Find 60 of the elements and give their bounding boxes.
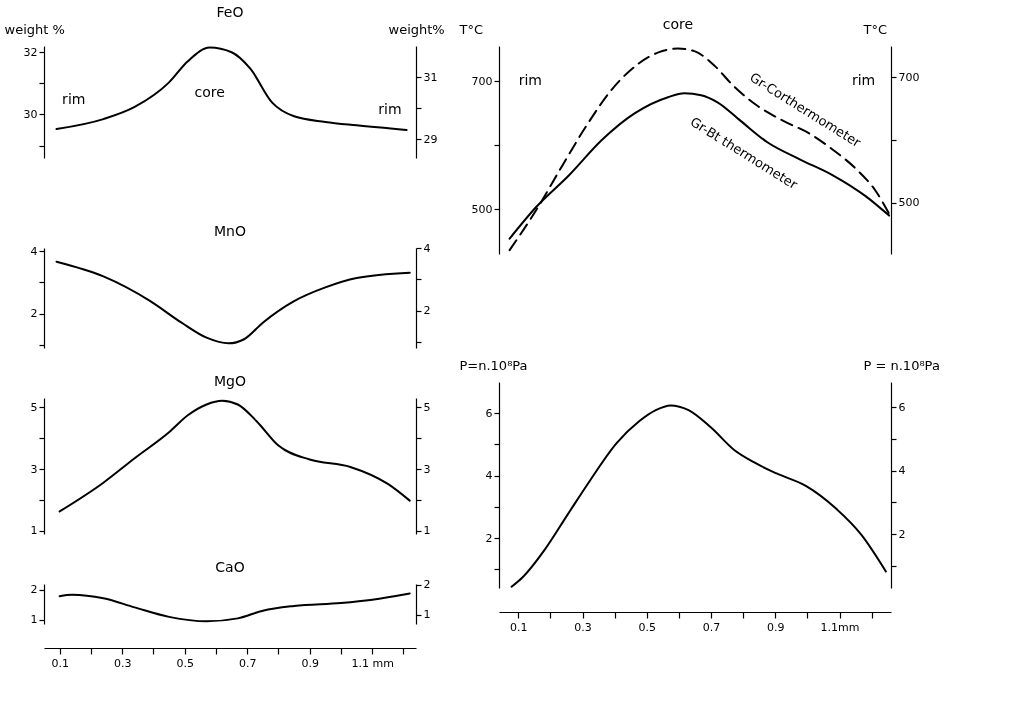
y2-axis-title: weight% — [388, 21, 445, 37]
x-tick-label: 0.1 — [51, 656, 69, 670]
y2-tick-label: 500 — [898, 196, 920, 210]
y2-tick-label: 1 — [423, 608, 431, 622]
y-tick-label: 30 — [23, 107, 38, 121]
y2-axis-title: P = n.10⁸Pa — [863, 357, 940, 373]
chart-title: CaO — [215, 559, 245, 575]
y-axis-title: T°C — [458, 21, 484, 37]
y2-tick-label: 29 — [423, 132, 438, 146]
chart-title: MgO — [214, 373, 246, 389]
y2-tick-label: 5 — [423, 400, 431, 414]
y-tick-label: 3 — [30, 462, 38, 476]
x-tick-label: 0.3 — [113, 656, 132, 670]
annotation: rim — [62, 90, 86, 107]
y-tick-label: 700 — [471, 74, 493, 88]
line-series — [55, 46, 408, 131]
y2-tick-label: 1 — [423, 524, 431, 538]
y2-tick-label: 4 — [898, 464, 906, 478]
x-tick-label: 0.7 — [238, 656, 257, 670]
y-tick-label: 2 — [30, 307, 38, 321]
x-tick-label: 0.1 — [510, 620, 528, 634]
y-tick-label: 4 — [30, 244, 38, 258]
y-tick-label: 6 — [485, 406, 493, 420]
x-tick-label: 0.9 — [301, 656, 319, 670]
annotation: core — [194, 84, 225, 101]
y2-tick-label: 4 — [423, 241, 431, 255]
y2-axis-title: T°C — [862, 21, 888, 37]
y-tick-label: 1 — [30, 613, 38, 627]
y2-tick-label: 2 — [423, 578, 431, 592]
y-tick-label: 500 — [471, 202, 493, 216]
y2-tick-label: 6 — [898, 400, 906, 414]
y2-tick-label: 3 — [423, 462, 431, 476]
y2-tick-label: 31 — [423, 70, 438, 84]
x-tick-label: 0.5 — [176, 656, 194, 670]
chart-title: MnO — [214, 223, 246, 239]
y-tick-label: 2 — [485, 531, 493, 545]
y-tick-label: 2 — [30, 583, 38, 597]
line-series — [55, 260, 411, 345]
y2-tick-label: 2 — [898, 527, 906, 541]
y2-tick-label: 2 — [423, 304, 431, 317]
annotation: rim — [518, 72, 543, 89]
y-axis-title: weight % — [4, 21, 65, 37]
y-tick-label: 4 — [485, 469, 493, 483]
text: core — [662, 16, 694, 33]
x-tick-label: 0.5 — [638, 620, 657, 634]
x-tick-label: 0.3 — [574, 620, 592, 634]
chart-title: FeO — [216, 4, 244, 20]
x-tick-label: 0.9 — [767, 620, 785, 634]
y-axis-title: P=n.10⁸Pa — [459, 357, 528, 373]
line-series — [58, 399, 411, 513]
line-series — [58, 592, 411, 623]
y-tick-label: 5 — [30, 400, 38, 414]
x-tick-label: 1.1mm — [820, 620, 860, 634]
line-series — [510, 404, 887, 588]
y-tick-label: 1 — [30, 524, 38, 538]
x-tick-label: 0.7 — [702, 620, 721, 634]
annotation: rim — [378, 100, 402, 117]
y2-tick-label: 700 — [898, 70, 920, 84]
y-tick-label: 32 — [23, 45, 38, 59]
x-tick-label: 1.1 mm — [351, 656, 394, 670]
